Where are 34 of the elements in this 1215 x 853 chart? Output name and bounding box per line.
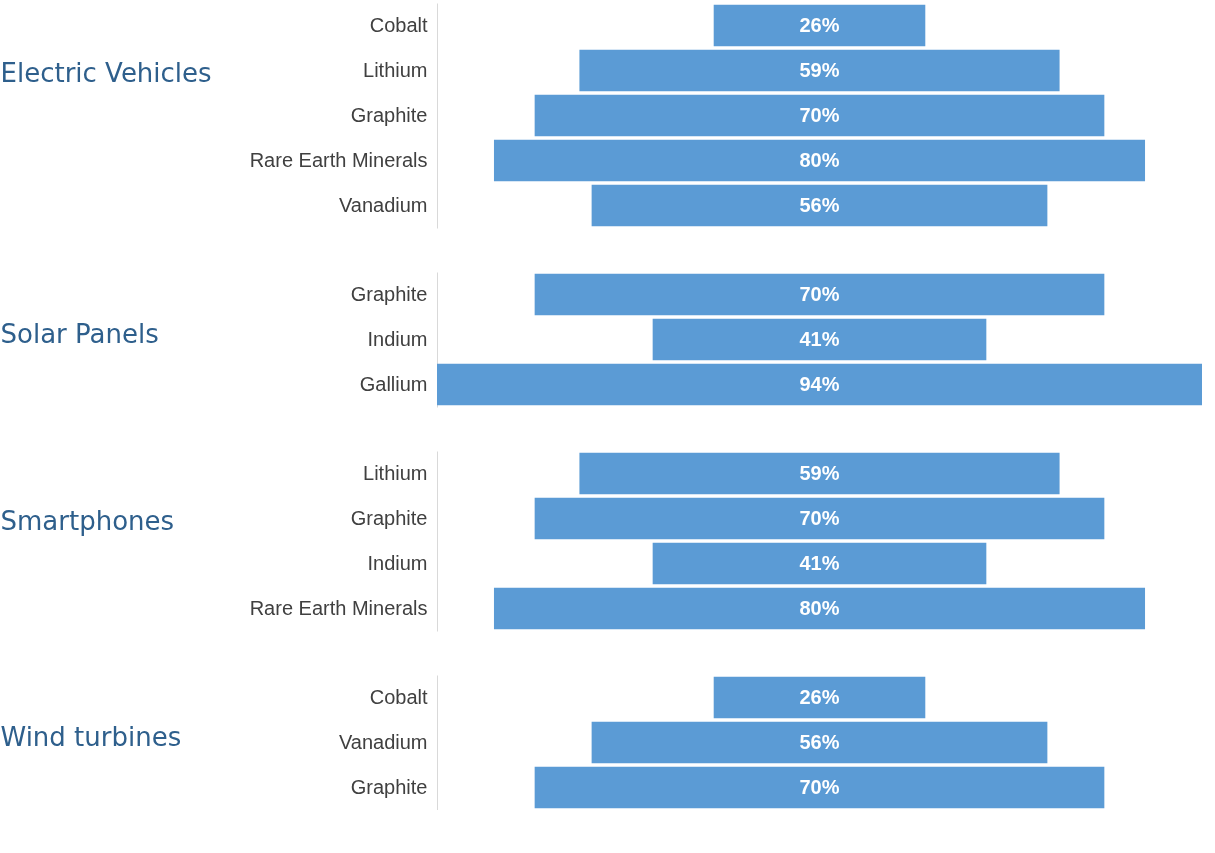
data-label: 41% — [799, 551, 840, 574]
category-label: Indium — [367, 327, 428, 350]
category-label: Vanadium — [338, 193, 428, 216]
data-label: 80% — [799, 596, 840, 619]
text: Solar Panels — [0, 319, 159, 349]
category-label: Rare Earth Minerals — [249, 148, 428, 171]
data-label: 41% — [799, 327, 840, 350]
category-label: Indium — [367, 551, 428, 574]
data-label: 70% — [799, 506, 840, 529]
text: Electric Vehicles — [0, 57, 212, 88]
data-label: 56% — [799, 193, 840, 216]
category-label: Graphite — [350, 103, 428, 126]
data-label: 26% — [799, 13, 840, 36]
data-label: 94% — [799, 372, 840, 395]
data-label: 70% — [799, 282, 840, 305]
category-label: Lithium — [363, 461, 428, 484]
data-label: 59% — [799, 461, 840, 484]
category-label: Cobalt — [369, 685, 428, 708]
category-label: Gallium — [359, 372, 428, 395]
category-label: Graphite — [350, 282, 428, 305]
data-label: 59% — [799, 58, 840, 81]
data-label: 26% — [799, 685, 840, 708]
category-label: Graphite — [350, 506, 428, 529]
data-label: 56% — [799, 730, 840, 753]
category-label: Rare Earth Minerals — [249, 596, 428, 619]
category-label: Graphite — [350, 775, 428, 798]
text: Smartphones — [0, 505, 175, 536]
category-label: Lithium — [363, 58, 428, 81]
data-label: 80% — [799, 148, 840, 171]
data-label: 70% — [799, 775, 840, 798]
data-label: 70% — [799, 103, 840, 126]
category-label: Vanadium — [338, 730, 428, 753]
text: Wind turbines — [0, 722, 182, 752]
category-label: Cobalt — [369, 13, 428, 36]
